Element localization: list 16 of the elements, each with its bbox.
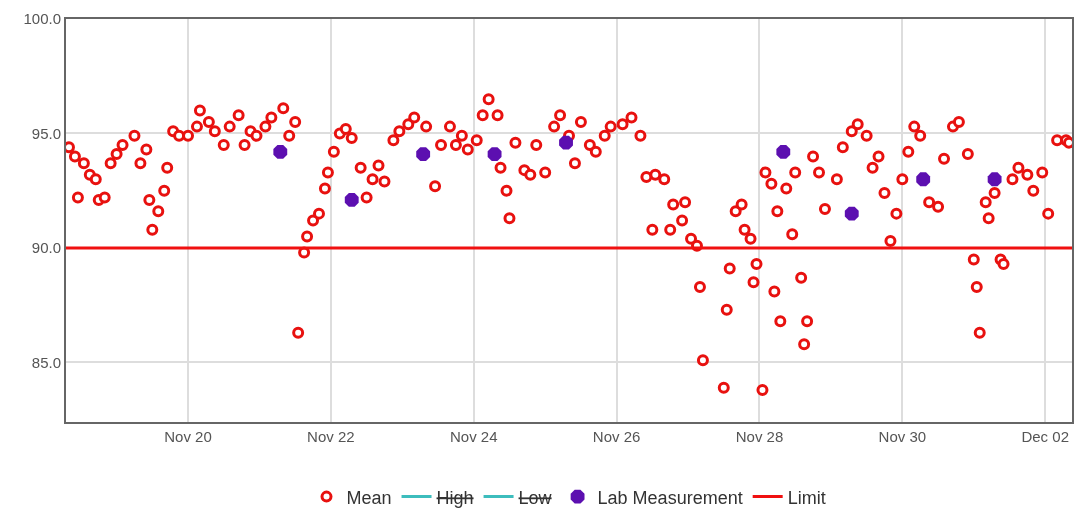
- y-tick-label: 100.0: [23, 10, 61, 28]
- x-tick-label: Dec 02: [1021, 428, 1069, 445]
- legend-label: High: [436, 487, 474, 508]
- x-tick-label: Nov 26: [592, 428, 641, 445]
- x-tick-label: Nov 22: [307, 428, 355, 445]
- x-tick-label: Nov 28: [735, 428, 784, 445]
- x-tick-label: Nov 24: [449, 428, 498, 445]
- legend-label: Mean: [346, 487, 392, 508]
- legend-label: Lab Measurement: [597, 487, 743, 508]
- legend-label: Low: [518, 487, 553, 508]
- legend-label: Limit: [787, 487, 826, 508]
- y-tick-label: 95.0: [31, 124, 61, 142]
- x-tick-label: Nov 30: [878, 428, 927, 445]
- x-tick-label: Nov 20: [164, 428, 212, 445]
- y-tick-label: 85.0: [31, 353, 61, 371]
- y-tick-label: 90.0: [31, 239, 61, 257]
